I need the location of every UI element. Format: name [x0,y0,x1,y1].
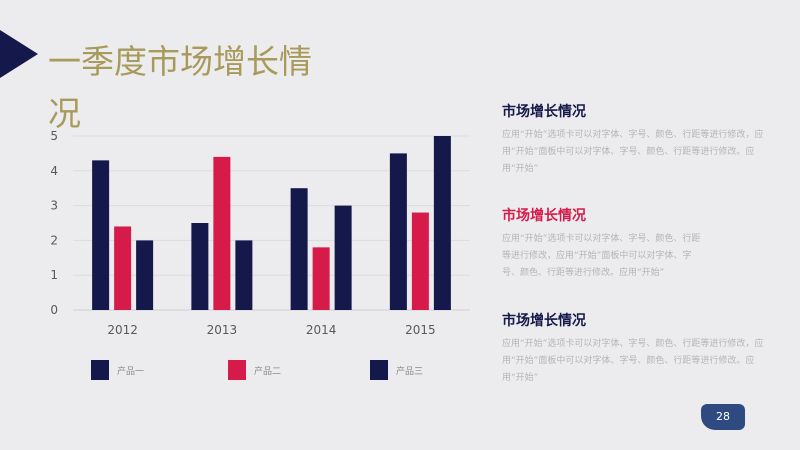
info-block-1: 市场增长情况 应用“开始”选项卡可以对字体、字号、颜色、行距等进行修改，应用“开… [502,101,772,178]
y-tick-label: 5 [50,129,58,143]
bar-2015-series-1 [389,153,407,310]
x-tick-label: 2014 [306,323,337,337]
y-tick-label: 0 [50,303,58,317]
bar-2015-series-3 [433,136,451,310]
bar-2012-series-2 [114,226,132,310]
bar-2014-series-1 [290,188,308,310]
legend-swatch [91,360,109,380]
y-tick-label: 3 [50,199,58,213]
bar-2015-series-2 [411,212,429,310]
chart-bars [92,136,451,310]
legend-swatch [228,360,246,380]
bar-2013-series-2 [213,156,231,310]
info-block-3-heading: 市场增长情况 [502,313,586,329]
info-block-2: 市场增长情况 应用“开始”选项卡可以对字体、字号、颜色、行距等进行修改，应用“开… [502,205,772,282]
legend-swatch [370,360,388,380]
bar-2013-series-1 [191,223,209,310]
bar-2013-series-3 [235,240,253,310]
bar-2014-series-3 [334,205,352,310]
bar-2012-series-1 [92,160,110,310]
info-block-1-body: 应用“开始”选项卡可以对字体、字号、颜色、行距等进行修改，应用“开始”面板中可以… [502,130,764,174]
bar-2012-series-3 [136,240,154,310]
y-tick-label: 4 [50,164,58,178]
legend-label: 产品一 [117,367,145,377]
slide-title: 一季度市场增长情况 [48,42,312,133]
bar-2014-series-2 [312,247,330,310]
chart-gridlines [73,135,470,311]
y-tick-label: 1 [50,268,58,282]
info-block-2-heading: 市场增长情况 [502,208,586,224]
info-block-1-heading: 市场增长情况 [502,104,586,120]
x-tick-label: 2015 [405,323,436,337]
page-number-badge: 28 [701,404,745,430]
legend-label: 产品二 [254,367,282,377]
chart-x-ticks: 2012 2013 2014 2015 [107,323,435,337]
chart-y-ticks: 0 1 2 3 4 5 [50,129,58,317]
info-block-3: 市场增长情况 应用“开始”选项卡可以对字体、字号、颜色、行距等进行修改，应用“开… [502,310,772,387]
x-tick-label: 2013 [207,323,238,337]
info-block-2-body: 应用“开始”选项卡可以对字体、字号、颜色、行距等进行修改，应用“开始”面板中可以… [502,234,701,278]
y-tick-label: 2 [50,233,58,247]
info-block-3-body: 应用“开始”选项卡可以对字体、字号、颜色、行距等进行修改，应用“开始”面板中可以… [502,339,764,383]
x-tick-label: 2012 [107,323,138,337]
corner-triangle-decoration [0,30,38,78]
legend-label: 产品三 [396,367,424,377]
